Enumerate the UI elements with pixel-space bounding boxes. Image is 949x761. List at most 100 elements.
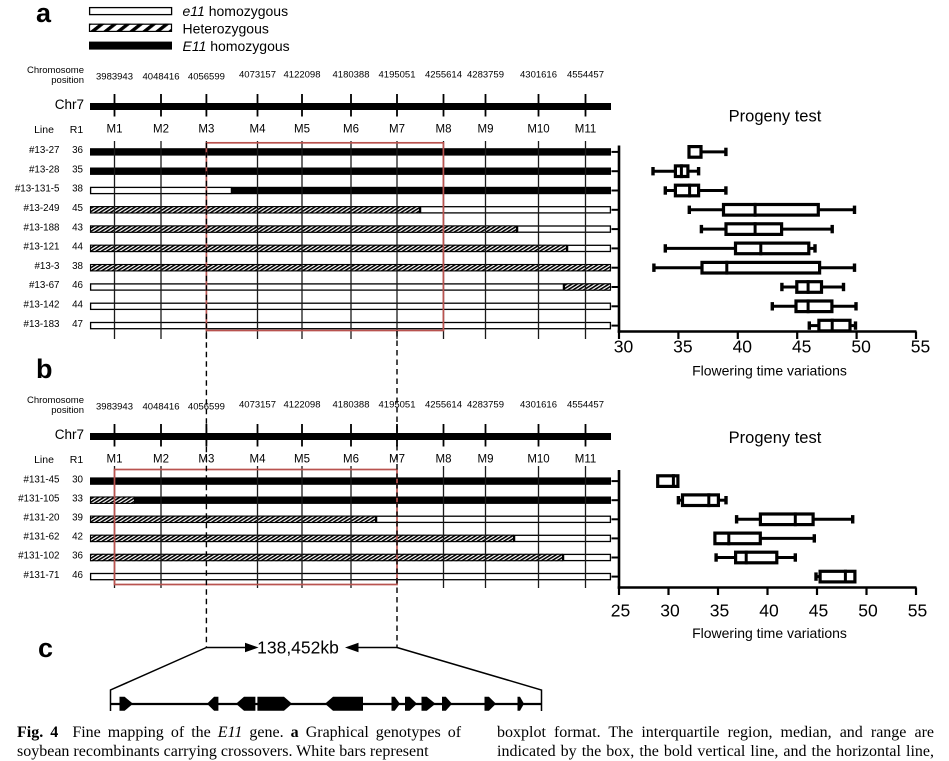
svg-text:#131-71: #131-71 bbox=[24, 570, 60, 581]
svg-text:42: 42 bbox=[72, 532, 83, 543]
svg-text:4056599: 4056599 bbox=[188, 72, 225, 83]
svg-text:a: a bbox=[36, 0, 52, 28]
svg-text:35: 35 bbox=[72, 164, 83, 175]
svg-text:55: 55 bbox=[908, 601, 927, 621]
svg-text:M5: M5 bbox=[294, 454, 310, 466]
svg-text:e11 homozygous: e11 homozygous bbox=[183, 3, 289, 19]
svg-text:M5: M5 bbox=[294, 124, 310, 136]
svg-text:M8: M8 bbox=[436, 124, 452, 136]
svg-text:position: position bbox=[51, 405, 84, 416]
svg-text:#13-67: #13-67 bbox=[29, 280, 60, 291]
svg-text:4048416: 4048416 bbox=[143, 72, 180, 83]
svg-text:4048416: 4048416 bbox=[143, 402, 180, 413]
svg-text:Flowering time variations: Flowering time variations bbox=[692, 625, 847, 641]
svg-text:4195051: 4195051 bbox=[379, 70, 416, 81]
svg-text:45: 45 bbox=[72, 203, 83, 214]
svg-text:4056599: 4056599 bbox=[188, 402, 225, 413]
svg-text:4554457: 4554457 bbox=[567, 70, 604, 81]
svg-text:M10: M10 bbox=[527, 124, 549, 136]
svg-text:#13-188: #13-188 bbox=[24, 222, 61, 233]
svg-text:M1: M1 bbox=[107, 454, 123, 466]
svg-text:#131-45: #131-45 bbox=[24, 474, 61, 485]
svg-text:#13-131-5: #13-131-5 bbox=[15, 184, 60, 195]
svg-text:M7: M7 bbox=[389, 124, 405, 136]
svg-text:38: 38 bbox=[72, 184, 83, 195]
svg-text:3983943: 3983943 bbox=[96, 402, 133, 413]
svg-text:M11: M11 bbox=[575, 124, 597, 136]
svg-text:38: 38 bbox=[72, 261, 83, 272]
svg-text:M8: M8 bbox=[436, 454, 452, 466]
svg-text:R1: R1 bbox=[70, 454, 84, 466]
svg-text:30: 30 bbox=[660, 601, 680, 621]
svg-text:43: 43 bbox=[72, 222, 83, 233]
svg-text:Flowering time variations: Flowering time variations bbox=[692, 363, 847, 379]
svg-text:35: 35 bbox=[673, 337, 692, 357]
svg-text:36: 36 bbox=[72, 551, 83, 562]
svg-text:4122098: 4122098 bbox=[284, 70, 321, 81]
svg-text:4255614: 4255614 bbox=[425, 400, 462, 411]
svg-text:33: 33 bbox=[72, 493, 83, 504]
svg-text:#13-142: #13-142 bbox=[24, 300, 60, 311]
svg-text:Chromosome: Chromosome bbox=[27, 65, 84, 76]
svg-text:R1: R1 bbox=[70, 124, 84, 136]
svg-text:M9: M9 bbox=[478, 124, 494, 136]
svg-text:#131-62: #131-62 bbox=[24, 532, 60, 543]
svg-text:44: 44 bbox=[72, 242, 83, 253]
svg-text:45: 45 bbox=[792, 337, 811, 357]
svg-text:M11: M11 bbox=[575, 454, 597, 466]
svg-text:M9: M9 bbox=[478, 454, 494, 466]
svg-text:47: 47 bbox=[72, 319, 83, 330]
svg-text:44: 44 bbox=[72, 300, 83, 311]
svg-text:4122098: 4122098 bbox=[284, 400, 321, 411]
svg-text:30: 30 bbox=[72, 474, 83, 485]
svg-text:position: position bbox=[51, 75, 84, 86]
svg-text:M10: M10 bbox=[527, 454, 549, 466]
svg-text:3983943: 3983943 bbox=[96, 72, 133, 83]
svg-text:55: 55 bbox=[911, 337, 930, 357]
svg-text:Chr7: Chr7 bbox=[55, 97, 84, 112]
svg-text:4301616: 4301616 bbox=[520, 70, 557, 81]
svg-text:50: 50 bbox=[858, 601, 878, 621]
svg-text:Line: Line bbox=[34, 124, 54, 136]
svg-text:25: 25 bbox=[611, 601, 630, 621]
svg-text:30: 30 bbox=[614, 337, 634, 357]
svg-text:M1: M1 bbox=[107, 124, 123, 136]
svg-text:#13-3: #13-3 bbox=[34, 261, 60, 272]
svg-text:E11 homozygous: E11 homozygous bbox=[183, 38, 290, 54]
svg-text:#131-105: #131-105 bbox=[18, 493, 60, 504]
svg-text:4255614: 4255614 bbox=[425, 70, 462, 81]
svg-text:b: b bbox=[36, 354, 53, 384]
svg-text:Progeny test: Progeny test bbox=[729, 108, 822, 126]
svg-text:#13-249: #13-249 bbox=[24, 203, 60, 214]
svg-text:46: 46 bbox=[72, 570, 83, 581]
svg-text:M6: M6 bbox=[343, 454, 359, 466]
svg-text:39: 39 bbox=[72, 513, 83, 524]
svg-text:4283759: 4283759 bbox=[467, 70, 504, 81]
svg-text:36: 36 bbox=[72, 145, 83, 156]
svg-text:Chromosome: Chromosome bbox=[27, 395, 84, 406]
svg-text:Progeny test: Progeny test bbox=[729, 429, 822, 447]
svg-text:40: 40 bbox=[759, 601, 779, 621]
svg-text:138,452kb: 138,452kb bbox=[257, 638, 339, 658]
svg-text:Line: Line bbox=[34, 454, 54, 466]
svg-text:46: 46 bbox=[72, 280, 83, 291]
svg-text:M3: M3 bbox=[198, 124, 214, 136]
svg-text:50: 50 bbox=[851, 337, 871, 357]
svg-text:#131-102: #131-102 bbox=[18, 551, 59, 562]
svg-text:35: 35 bbox=[710, 601, 729, 621]
svg-text:M4: M4 bbox=[250, 454, 267, 466]
svg-text:4073157: 4073157 bbox=[239, 70, 276, 81]
svg-text:4283759: 4283759 bbox=[467, 400, 504, 411]
svg-text:45: 45 bbox=[809, 601, 828, 621]
svg-text:#13-28: #13-28 bbox=[29, 164, 60, 175]
svg-text:M2: M2 bbox=[153, 124, 169, 136]
svg-text:4180388: 4180388 bbox=[333, 400, 370, 411]
svg-text:M6: M6 bbox=[343, 124, 359, 136]
svg-text:#13-183: #13-183 bbox=[24, 319, 61, 330]
svg-text:4180388: 4180388 bbox=[333, 70, 370, 81]
svg-text:#13-27: #13-27 bbox=[29, 145, 60, 156]
svg-text:4195051: 4195051 bbox=[379, 400, 416, 411]
svg-text:c: c bbox=[38, 633, 53, 663]
svg-text:#131-20: #131-20 bbox=[24, 513, 61, 524]
svg-text:Chr7: Chr7 bbox=[55, 427, 84, 442]
